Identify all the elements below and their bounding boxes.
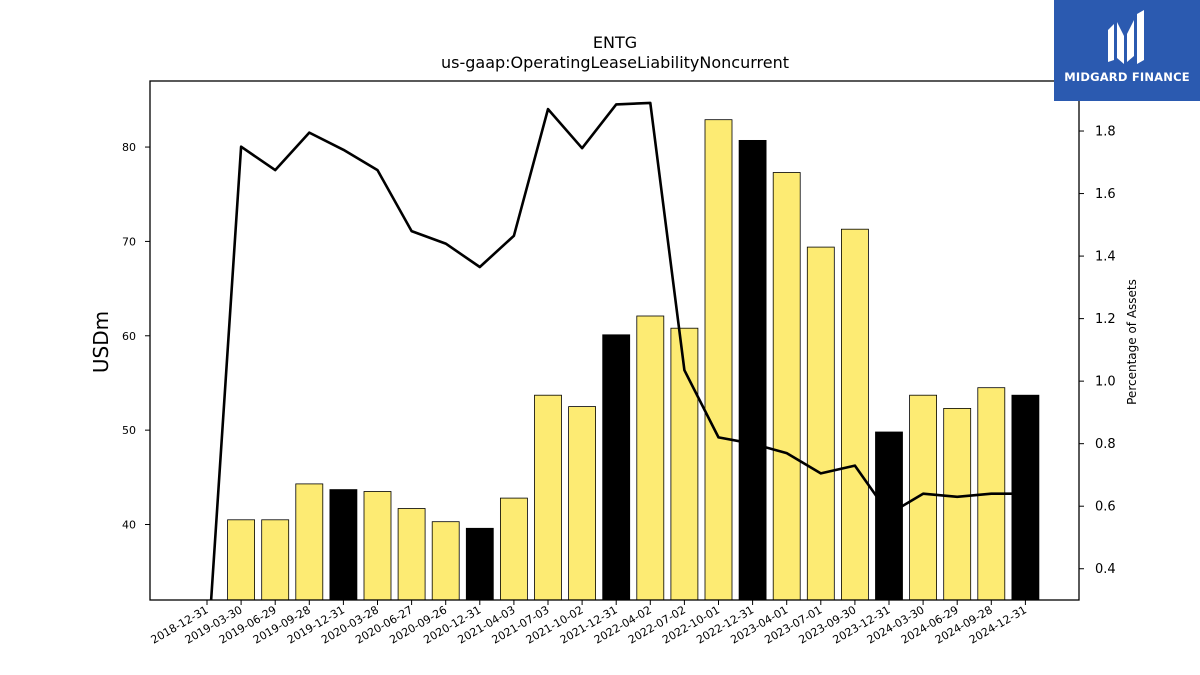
y2-tick-label: 0.4 <box>1095 562 1116 577</box>
y2-tick-label: 1.6 <box>1095 187 1116 202</box>
y2-tick-label: 0.8 <box>1095 437 1116 452</box>
y-tick-label: 60 <box>122 330 136 343</box>
bar <box>1011 394 1040 601</box>
bar <box>295 483 324 601</box>
midgard-m-logo-icon <box>1108 10 1144 64</box>
y2-tick-label: 1.2 <box>1095 312 1116 327</box>
line-group <box>209 101 1026 600</box>
bar <box>363 491 392 601</box>
series-line <box>209 101 1026 600</box>
y-tick-label: 70 <box>122 235 136 248</box>
bar <box>431 521 460 601</box>
chart-title: ENTG <box>593 33 637 52</box>
bar <box>943 407 972 601</box>
bar <box>636 315 665 601</box>
bar-group <box>227 119 1040 601</box>
bar <box>568 406 596 601</box>
bar <box>704 119 733 601</box>
y2-axis-label: Percentage of Assets <box>1125 279 1139 405</box>
bar <box>772 172 801 601</box>
y-axis-label: USDm <box>89 311 113 373</box>
bar <box>738 139 767 601</box>
bar <box>841 228 869 601</box>
bar <box>534 394 562 601</box>
bar <box>909 394 937 601</box>
y2-tick-label: 1.4 <box>1095 250 1116 265</box>
brand-logo: MIDGARD FINANCE <box>1054 0 1200 101</box>
y2-tick-label: 1.0 <box>1095 375 1116 390</box>
right-y-axis: 0.4 0.6 0.8 1.0 1.2 1.4 1.6 1.8 <box>1079 125 1116 577</box>
left-y-axis: 40 50 60 70 80 <box>122 141 150 532</box>
bar <box>261 519 290 601</box>
bar <box>227 519 256 601</box>
bar <box>602 334 631 601</box>
bar <box>875 431 903 601</box>
y-tick-label: 40 <box>122 519 136 532</box>
y2-tick-label: 0.6 <box>1095 500 1116 515</box>
bar <box>806 246 835 601</box>
bar <box>465 527 494 601</box>
bar <box>329 489 358 601</box>
chart-subtitle: us-gaap:OperatingLeaseLiabilityNoncurren… <box>441 53 789 72</box>
bar <box>499 497 528 601</box>
brand-logo-text: MIDGARD FINANCE <box>1064 70 1190 84</box>
y-tick-label: 50 <box>122 424 136 437</box>
y2-tick-label: 1.8 <box>1095 125 1116 140</box>
bar <box>670 327 699 601</box>
y-tick-label: 80 <box>122 141 136 154</box>
x-axis: 2018-12-312019-03-302019-06-292019-09-28… <box>149 600 1029 647</box>
plot-frame <box>149 80 1080 601</box>
bar <box>397 508 426 601</box>
